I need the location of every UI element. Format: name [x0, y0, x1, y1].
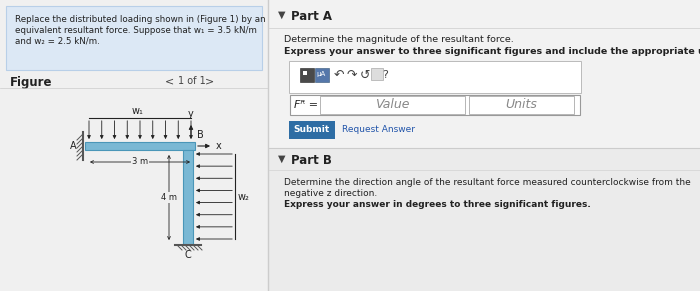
Text: Submit: Submit [294, 125, 330, 134]
Text: μA: μA [316, 71, 326, 77]
Text: ▼: ▼ [278, 154, 286, 164]
Text: w₁: w₁ [132, 106, 144, 116]
Text: y: y [188, 109, 194, 119]
FancyBboxPatch shape [370, 68, 382, 79]
Text: Part B: Part B [291, 154, 332, 167]
Text: Request Answer: Request Answer [342, 125, 415, 134]
Text: Express your answer in degrees to three significant figures.: Express your answer in degrees to three … [284, 200, 591, 209]
FancyBboxPatch shape [303, 71, 307, 75]
Text: ↺: ↺ [360, 68, 370, 81]
FancyBboxPatch shape [314, 68, 328, 81]
FancyBboxPatch shape [269, 0, 700, 291]
Text: w₂: w₂ [238, 191, 250, 201]
Text: Figure: Figure [10, 76, 52, 89]
FancyBboxPatch shape [469, 96, 574, 114]
Text: ↶: ↶ [334, 68, 344, 81]
FancyBboxPatch shape [300, 68, 314, 81]
Text: 4 m: 4 m [161, 193, 177, 202]
Text: equivalent resultant force. Suppose that w₁ = 3.5 kN/m: equivalent resultant force. Suppose that… [15, 26, 257, 35]
Text: B: B [197, 130, 204, 140]
Text: Units: Units [505, 98, 538, 111]
FancyBboxPatch shape [289, 121, 335, 139]
Text: <: < [165, 76, 174, 86]
Text: Determine the direction angle of the resultant force measured counterclockwise f: Determine the direction angle of the res… [284, 178, 691, 187]
FancyBboxPatch shape [6, 6, 262, 70]
Text: x: x [216, 141, 222, 151]
Text: A: A [70, 141, 76, 151]
FancyBboxPatch shape [269, 148, 700, 291]
Text: 3 m: 3 m [132, 157, 148, 166]
FancyBboxPatch shape [290, 95, 580, 115]
FancyBboxPatch shape [320, 96, 465, 114]
Text: and w₂ = 2.5 kN/m.: and w₂ = 2.5 kN/m. [15, 37, 99, 46]
FancyBboxPatch shape [183, 150, 193, 245]
Text: C: C [185, 250, 191, 260]
Text: 1 of 1: 1 of 1 [178, 76, 206, 86]
Text: Fᴿ =: Fᴿ = [294, 100, 318, 110]
FancyBboxPatch shape [289, 61, 581, 93]
Text: ▼: ▼ [278, 10, 286, 20]
Text: ↷: ↷ [347, 68, 358, 81]
Text: Value: Value [375, 98, 410, 111]
Text: Determine the magnitude of the resultant force.: Determine the magnitude of the resultant… [284, 35, 514, 44]
Text: Express your answer to three significant figures and include the appropriate uni: Express your answer to three significant… [284, 47, 700, 56]
Text: negative z direction.: negative z direction. [284, 189, 377, 198]
Text: >: > [205, 76, 214, 86]
FancyBboxPatch shape [0, 0, 268, 291]
Text: Replace the distributed loading shown in (Figure 1) by an: Replace the distributed loading shown in… [15, 15, 265, 24]
FancyBboxPatch shape [85, 142, 195, 150]
Text: Part A: Part A [291, 10, 332, 23]
Text: ?: ? [382, 70, 388, 80]
